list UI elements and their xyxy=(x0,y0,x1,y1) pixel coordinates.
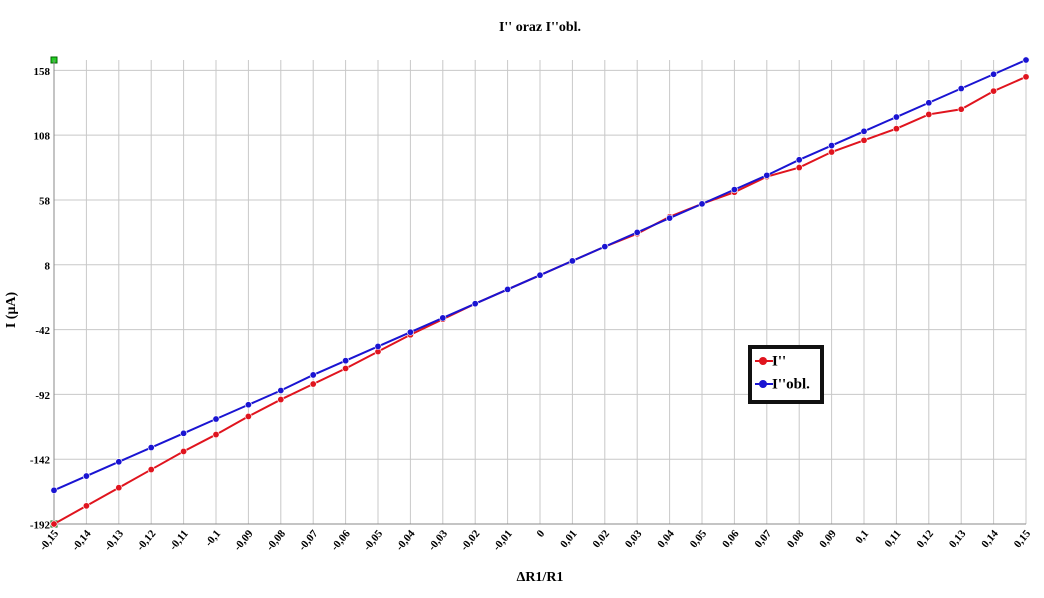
data-point xyxy=(342,357,350,365)
data-point xyxy=(763,171,771,179)
data-point xyxy=(860,136,868,144)
data-point xyxy=(990,87,998,95)
data-point xyxy=(957,85,965,93)
data-point xyxy=(504,285,512,293)
data-point xyxy=(568,257,576,265)
data-point xyxy=(309,371,317,379)
data-point xyxy=(698,200,706,208)
y-tick-label: 8 xyxy=(45,260,51,272)
y-tick-label: -42 xyxy=(35,325,50,337)
y-tick-label: 58 xyxy=(39,196,51,208)
data-point xyxy=(1022,56,1030,64)
data-point xyxy=(990,70,998,78)
data-point xyxy=(180,447,188,455)
data-point xyxy=(730,186,738,194)
data-point xyxy=(536,271,544,279)
data-point xyxy=(957,105,965,113)
legend-marker xyxy=(759,357,767,365)
data-point xyxy=(892,113,900,121)
data-point xyxy=(925,99,933,107)
data-point xyxy=(244,412,252,420)
data-point xyxy=(795,164,803,172)
y-tick-label: 108 xyxy=(34,131,51,143)
data-point xyxy=(147,466,155,474)
data-point xyxy=(892,125,900,133)
legend-marker xyxy=(759,380,767,388)
data-point xyxy=(828,148,836,156)
data-point xyxy=(277,396,285,404)
data-point xyxy=(277,387,285,395)
data-point xyxy=(633,228,641,236)
y-axis-label: I (μA) xyxy=(4,292,19,329)
data-point xyxy=(601,243,609,251)
data-point xyxy=(180,429,188,437)
data-point xyxy=(471,300,479,308)
legend-box xyxy=(748,345,824,404)
data-point xyxy=(82,502,90,510)
legend-label: I'' xyxy=(772,353,786,369)
data-point xyxy=(925,110,933,118)
data-point xyxy=(147,444,155,452)
data-point xyxy=(115,458,123,466)
data-point xyxy=(82,472,90,480)
data-point xyxy=(828,142,836,150)
y-tick-label: -142 xyxy=(30,455,51,467)
y-tick-label: -92 xyxy=(35,390,50,402)
data-point xyxy=(666,214,674,222)
data-point xyxy=(244,401,252,409)
data-point xyxy=(50,486,58,494)
data-point xyxy=(1022,73,1030,81)
chart-title: I'' oraz I''obl. xyxy=(499,20,581,35)
data-point xyxy=(212,415,220,423)
x-axis-label: ΔR1/R1 xyxy=(517,570,564,585)
data-point xyxy=(342,364,350,372)
data-point xyxy=(439,314,447,322)
legend-label: I''obl. xyxy=(772,376,810,392)
y-tick-label: -192 xyxy=(30,520,51,532)
data-point xyxy=(406,328,414,336)
y-tick-label: 158 xyxy=(34,66,51,78)
data-point xyxy=(212,431,220,439)
data-point xyxy=(860,127,868,135)
data-point xyxy=(50,520,58,528)
data-point xyxy=(374,342,382,350)
data-point xyxy=(795,156,803,164)
data-point xyxy=(309,380,317,388)
data-point xyxy=(115,484,123,492)
